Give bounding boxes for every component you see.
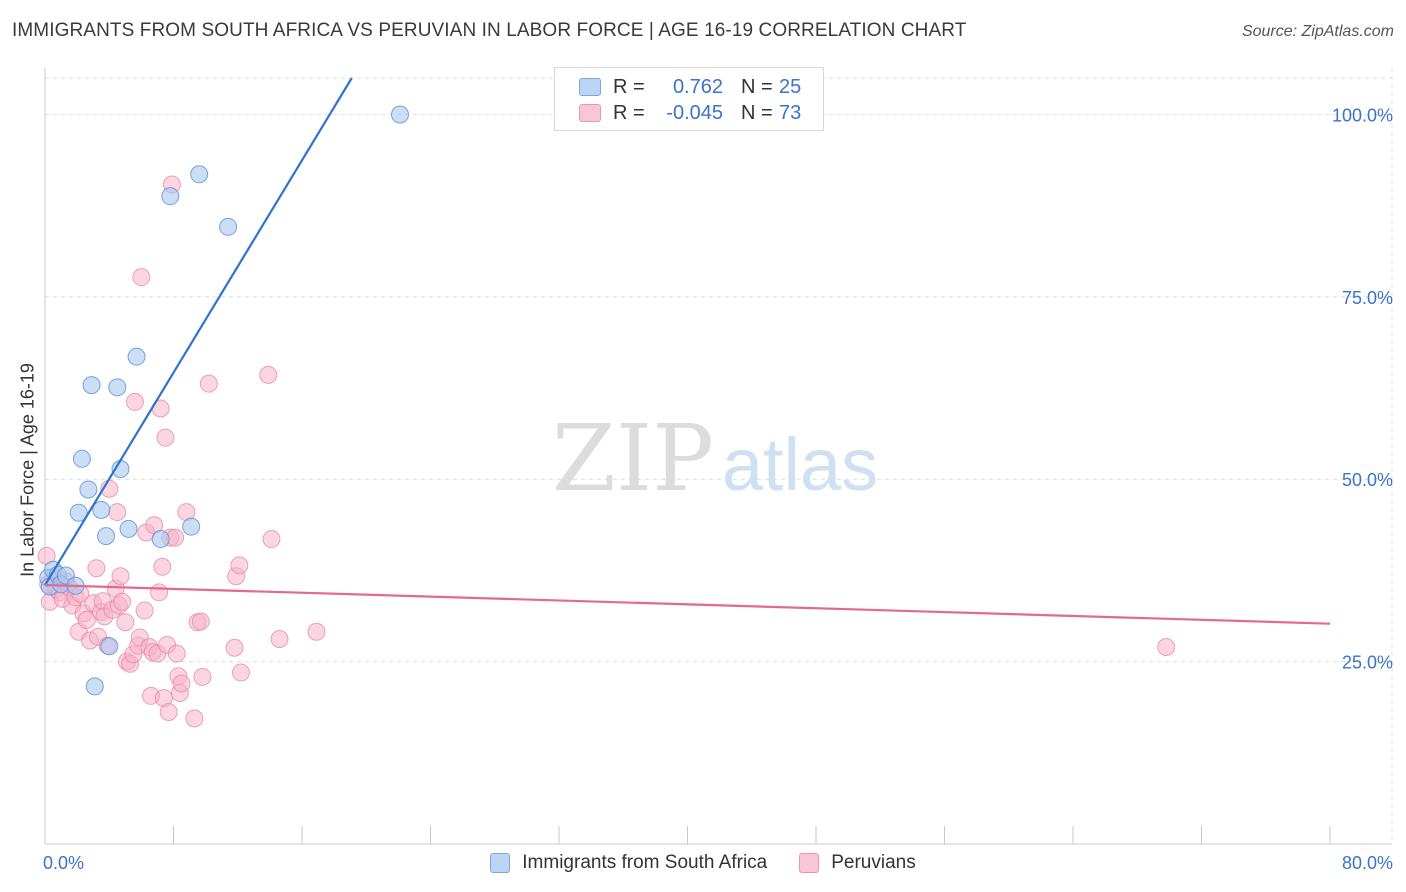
south-africa-point <box>119 519 138 538</box>
south-africa-point <box>127 347 146 366</box>
r-value: -0.045 <box>666 101 723 124</box>
tick-labels: 25.0% 50.0% 75.0% 100.0% 0.0% 80.0% <box>43 105 1393 873</box>
south-africa-trend-line <box>44 77 353 586</box>
peruvians-trend-line <box>44 583 1331 625</box>
peruvians-points <box>37 175 1176 728</box>
south-africa-point <box>79 480 98 499</box>
r-value: 0.762 <box>672 75 723 98</box>
y-tick-label: 100.0% <box>1332 105 1393 125</box>
n-value: 25 <box>779 75 802 98</box>
peruvian-point <box>270 630 289 649</box>
legend-label: Immigrants from South Africa <box>522 852 768 873</box>
peruvian-point <box>87 559 106 578</box>
peruvian-point <box>230 556 249 575</box>
correlation-legend: R = 0.762 N = 25 R = -0.045 N = 73 <box>554 67 824 131</box>
legend-swatch-blue <box>490 853 511 873</box>
gridlines <box>45 68 1393 844</box>
legend-swatch-blue <box>579 78 601 96</box>
y-tick-label: 50.0% <box>1342 470 1393 490</box>
trend-lines <box>44 77 1331 625</box>
legend-item-peruvians[interactable]: Peruvians <box>799 852 916 874</box>
south-africa-point <box>100 637 119 656</box>
peruvian-point <box>153 557 172 576</box>
axes <box>44 68 1392 845</box>
watermark-atlas: atlas <box>722 423 878 506</box>
south-africa-point <box>190 165 209 184</box>
x-tick-label: 80.0% <box>1342 853 1393 873</box>
r-label: R = <box>613 75 645 98</box>
peruvian-point <box>108 503 127 522</box>
peruvian-point <box>111 567 130 586</box>
chart-title: IMMIGRANTS FROM SOUTH AFRICA VS PERUVIAN… <box>12 20 967 41</box>
series-legend: Immigrants from South Africa Peruvians <box>0 852 1406 874</box>
south-africa-point <box>92 500 111 519</box>
south-africa-point <box>72 449 91 468</box>
south-africa-point <box>161 187 180 206</box>
peruvian-point <box>172 674 191 693</box>
watermark: ZIP atlas <box>552 405 878 512</box>
south-africa-point <box>219 217 238 236</box>
south-africa-point <box>97 527 116 546</box>
source-label: Source: ZipAtlas.com <box>1241 23 1394 40</box>
south-africa-point <box>390 105 409 124</box>
peruvian-point <box>125 392 144 411</box>
south-africa-point <box>182 517 201 536</box>
peruvian-point <box>185 709 204 728</box>
legend-row-peruvians: R = -0.045 N = 73 <box>579 100 801 126</box>
peruvian-point <box>225 638 244 657</box>
legend-swatch-pink <box>579 104 601 122</box>
y-tick-label: 75.0% <box>1342 288 1393 308</box>
peruvian-point <box>191 612 210 631</box>
peruvian-point <box>193 667 212 686</box>
x-tick-label: 0.0% <box>43 853 84 873</box>
south-africa-point <box>82 376 101 395</box>
legend-item-south-africa[interactable]: Immigrants from South Africa <box>490 852 767 874</box>
peruvian-point <box>231 663 250 682</box>
peruvian-point <box>262 530 281 549</box>
peruvian-point <box>150 583 169 602</box>
n-value: 73 <box>779 101 802 124</box>
watermark-zip: ZIP <box>552 405 714 512</box>
peruvian-point <box>167 644 186 663</box>
peruvian-point <box>199 374 218 393</box>
legend-label: Peruvians <box>831 852 916 873</box>
peruvian-point <box>135 601 154 620</box>
peruvian-point <box>113 592 132 611</box>
n-label: N = <box>741 75 773 98</box>
south-africa-point <box>85 677 104 696</box>
peruvian-point <box>159 702 178 721</box>
south-africa-point <box>151 530 170 549</box>
y-tick-label: 25.0% <box>1342 653 1393 673</box>
peruvian-point <box>156 428 175 447</box>
r-label: R = <box>613 101 645 124</box>
peruvian-point <box>77 611 96 630</box>
peruvian-point <box>1157 638 1176 657</box>
legend-row-south-africa: R = 0.762 N = 25 <box>579 74 801 100</box>
peruvian-point <box>259 365 278 384</box>
peruvian-point <box>307 622 326 641</box>
south-africa-point <box>108 378 127 397</box>
peruvian-point <box>132 268 151 287</box>
n-label: N = <box>741 101 773 124</box>
south-africa-point <box>69 503 88 522</box>
peruvian-point <box>116 613 135 632</box>
legend-swatch-pink <box>799 853 820 873</box>
